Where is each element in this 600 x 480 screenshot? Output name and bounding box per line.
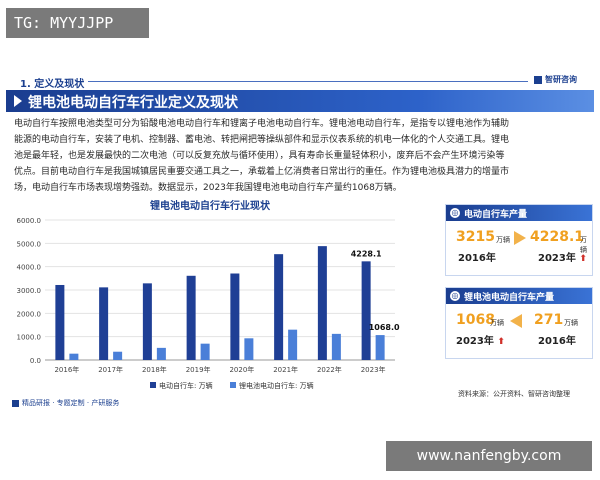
play-arrow-icon — [14, 95, 22, 107]
to-year-text: 2023年 — [538, 253, 576, 264]
url-watermark: www.nanfengby.com — [386, 441, 592, 471]
brand-logo: 智研咨询 — [534, 74, 577, 85]
title-bar: 锂电池电动自行车行业定义及现状 — [6, 90, 594, 112]
y-tick-label: 3000.0 — [17, 287, 42, 295]
card-title: 电动自行车产量 — [464, 210, 528, 220]
bar — [156, 347, 166, 360]
chart-badge-icon: ◎ — [450, 291, 460, 301]
x-tick-label: 2022年 — [317, 365, 342, 374]
bar — [55, 284, 65, 360]
x-tick-label: 2021年 — [273, 365, 298, 374]
section-divider — [88, 81, 528, 82]
body-line: 电动自行车按照电池类型可分为铅酸电池电动自行车和锂离子电池电动自行车。锂电池电动… — [14, 119, 510, 129]
from-value: 3215 — [456, 229, 495, 245]
bar — [230, 273, 240, 360]
from-unit: 万辆 — [496, 236, 510, 244]
logo-icon — [534, 75, 542, 84]
bar — [113, 351, 123, 360]
from-unit: 万辆 — [490, 319, 504, 327]
body-line: 优点。目前电动自行车是我国城镇居民重要交通工具之一，承载着上亿消费者日常出行的重… — [14, 167, 510, 177]
card-title: 锂电池电动自行车产量 — [464, 293, 555, 303]
legend-label: 锂电池电动自行车: 万辆 — [239, 381, 314, 390]
body-line: 场，电动自行车市场表现增势强劲。数据显示，2023年我国锂电池电动自行车产量约1… — [14, 183, 402, 193]
y-tick-label: 0.0 — [30, 357, 41, 365]
legend-swatch — [230, 382, 236, 388]
data-label: 4228.1 — [351, 249, 382, 258]
arrow-right-icon — [514, 231, 526, 245]
bar — [361, 261, 371, 360]
from-value: 1068 — [456, 312, 495, 328]
bar — [69, 353, 79, 360]
brand-mark-icon — [12, 399, 19, 407]
to-value: 4228.1 — [530, 229, 585, 245]
footer-services-text: 精品研报 · 专题定制 · 产研服务 — [22, 399, 120, 407]
card-header: ◎ 锂电池电动自行车产量 — [446, 288, 592, 304]
bar — [186, 275, 196, 360]
y-tick-label: 5000.0 — [17, 240, 42, 248]
bar — [99, 287, 109, 360]
y-tick-label: 2000.0 — [17, 310, 42, 318]
bar — [244, 338, 254, 360]
bar — [142, 283, 152, 360]
x-tick-label: 2018年 — [142, 365, 167, 374]
body-paragraph: 电动自行车按照电池类型可分为铅酸电池电动自行车和锂离子电池电动自行车。锂电池电动… — [14, 116, 586, 196]
legend-label: 电动自行车: 万辆 — [159, 381, 213, 390]
up-arrow-icon: ⬆ — [579, 254, 587, 264]
body-line: 池是最年轻，也是发展最快的二次电池（可以反复充放与循环使用），具有寿命长重量轻体… — [14, 151, 505, 161]
chart-badge-icon: ◎ — [450, 208, 460, 218]
to-unit: 万辆 — [580, 236, 587, 254]
bar — [317, 246, 327, 360]
bar — [274, 254, 284, 360]
logo-text: 智研咨询 — [545, 75, 577, 84]
legend-swatch — [150, 382, 156, 388]
ebike-production-card: ◎ 电动自行车产量 3215 万辆 4228.1 万辆 2016年 2023年 … — [445, 204, 593, 276]
to-unit: 万辆 — [564, 319, 578, 327]
bar — [200, 343, 210, 360]
x-tick-label: 2020年 — [229, 365, 254, 374]
footer-services: 精品研报 · 专题定制 · 产研服务 — [12, 398, 119, 408]
section-header: 1. 定义及现状 智研咨询 — [6, 72, 594, 90]
x-tick-label: 2023年 — [361, 365, 386, 374]
bar-chart: 0.0 1000.0 2000.0 3000.0 4000.0 5000.0 6000.0 2… — [17, 217, 400, 390]
section-label: 1. 定义及现状 — [20, 79, 85, 90]
to-year: 2016年 — [538, 336, 576, 347]
watermark-tag: TG: MYYJJPP — [6, 8, 149, 38]
body-line: 能源的电动自行车，安装了电机、控制器、蓄电池、转把闸把等操纵部件和显示仪表系统的… — [14, 135, 510, 145]
page-title: 锂电池电动自行车行业定义及现状 — [28, 95, 238, 111]
to-year: 2023年 ⬆ — [538, 249, 587, 264]
up-arrow-icon: ⬆ — [497, 337, 505, 347]
data-source-note: 资料来源：公开资料、智研咨询整理 — [458, 390, 570, 398]
arrow-left-icon — [510, 314, 522, 328]
from-year: 2023年 ⬆ — [456, 332, 505, 347]
from-year: 2016年 — [458, 253, 496, 264]
x-tick-label: 2016年 — [54, 365, 79, 374]
chart-title: 锂电池电动自行车行业现状 — [150, 201, 270, 212]
card-header: ◎ 电动自行车产量 — [446, 205, 592, 221]
x-tick-label: 2019年 — [186, 365, 211, 374]
to-value: 271 — [534, 312, 564, 328]
lithium-ebike-production-card: ◎ 锂电池电动自行车产量 1068 万辆 271 万辆 2023年 ⬆ 2016… — [445, 287, 593, 359]
bar — [331, 333, 341, 360]
y-tick-label: 6000.0 — [17, 217, 42, 225]
x-tick-label: 2017年 — [98, 365, 123, 374]
bar — [375, 335, 385, 360]
y-tick-label: 1000.0 — [17, 334, 42, 342]
data-label: 1068.0 — [369, 323, 400, 332]
bar — [288, 329, 298, 360]
y-tick-label: 4000.0 — [17, 264, 42, 272]
from-year-text: 2023年 — [456, 336, 494, 347]
